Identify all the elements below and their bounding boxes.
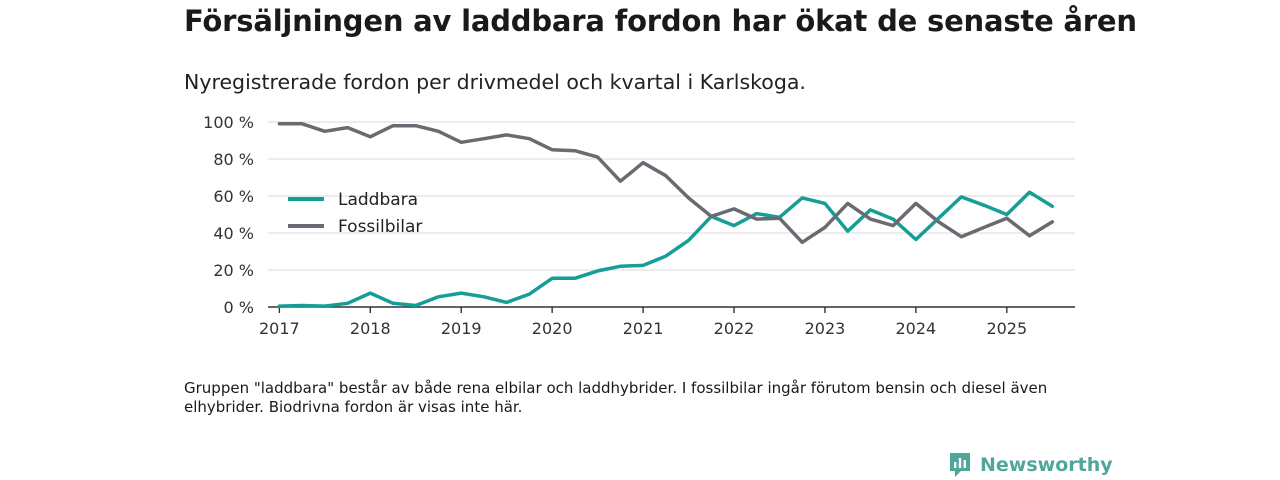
y-tick-label: 80 %	[213, 150, 254, 169]
x-tick-label: 2020	[532, 319, 573, 338]
x-axis: 2017 2018 2019 2020 2021 2022 2023 2024 2025	[259, 306, 1075, 338]
grid-lines	[268, 121, 1075, 271]
newsworthy-logo-icon	[950, 453, 970, 477]
y-axis-tick-labels: 0 % 20 % 40 % 60 % 80 % 100 %	[203, 113, 254, 317]
y-tick-label: 60 %	[213, 187, 254, 206]
chart-subtitle: Nyregistrerade fordon per drivmedel och …	[184, 70, 806, 94]
x-tick-label: 2019	[441, 319, 482, 338]
y-tick-label: 20 %	[213, 261, 254, 280]
x-tick-label: 2025	[986, 319, 1027, 338]
series-lines	[277, 122, 1055, 308]
x-tick-label: 2022	[714, 319, 755, 338]
footnote: Gruppen "laddbara" består av både rena e…	[184, 379, 1048, 416]
y-tick-label: 100 %	[203, 113, 254, 132]
x-tick-label: 2023	[805, 319, 846, 338]
chart-title: Försäljningen av laddbara fordon har öka…	[184, 4, 1137, 38]
brand-name: Newsworthy	[980, 454, 1113, 476]
x-tick-label: 2017	[259, 319, 300, 338]
y-tick-label: 0 %	[224, 298, 254, 317]
y-tick-label: 40 %	[213, 224, 254, 243]
series-line-fossilbilar	[277, 122, 1055, 245]
x-tick-label: 2024	[896, 319, 937, 338]
x-tick-label: 2021	[623, 319, 664, 338]
legend-label-fossilbilar: Fossilbilar	[338, 217, 422, 237]
legend: Laddbara Fossilbilar	[288, 190, 422, 237]
series-line-laddbara	[277, 190, 1055, 308]
x-tick-label: 2018	[350, 319, 391, 338]
brand-logo[interactable]: Newsworthy	[948, 451, 1113, 479]
legend-label-laddbara: Laddbara	[338, 190, 418, 210]
